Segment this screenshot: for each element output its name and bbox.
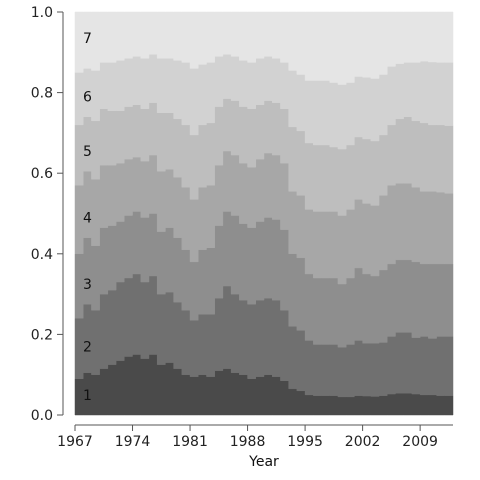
band-label-5: 5: [83, 144, 92, 160]
y-axis-ticks: 0.0 0.2 0.4 0.6 0.8 1.0: [31, 5, 63, 424]
y-tick-label: 0.6: [31, 166, 53, 182]
x-tick-label: 1967: [57, 434, 93, 450]
x-axis-ticks: 1967 1974 1981 1988 1995 2002 2009: [57, 425, 438, 450]
y-tick-label: 0.8: [31, 86, 53, 102]
band-area-7: [74, 11, 454, 85]
x-tick-label: 2002: [345, 434, 381, 450]
y-tick-label: 1.0: [31, 5, 53, 21]
band-label-2: 2: [83, 339, 92, 355]
axes: [62, 12, 453, 426]
y-tick-label: 0.2: [31, 327, 53, 343]
band-label-6: 6: [83, 90, 92, 106]
band-label-3: 3: [83, 277, 92, 293]
x-axis-title: Year: [248, 454, 279, 470]
x-tick-label: 2009: [402, 434, 438, 450]
x-tick-label: 1981: [172, 434, 208, 450]
band-labels: 1 2 3 4 5 6 7: [83, 31, 92, 404]
y-tick-label: 0.4: [31, 247, 53, 263]
band-label-4: 4: [83, 211, 92, 227]
x-tick-label: 1988: [230, 434, 266, 450]
band-label-1: 1: [83, 388, 92, 404]
band-areas: [74, 11, 454, 416]
y-tick-label: 0.0: [31, 408, 53, 424]
x-tick-label: 1995: [287, 434, 323, 450]
band-label-7: 7: [83, 31, 92, 47]
x-tick-label: 1974: [115, 434, 151, 450]
